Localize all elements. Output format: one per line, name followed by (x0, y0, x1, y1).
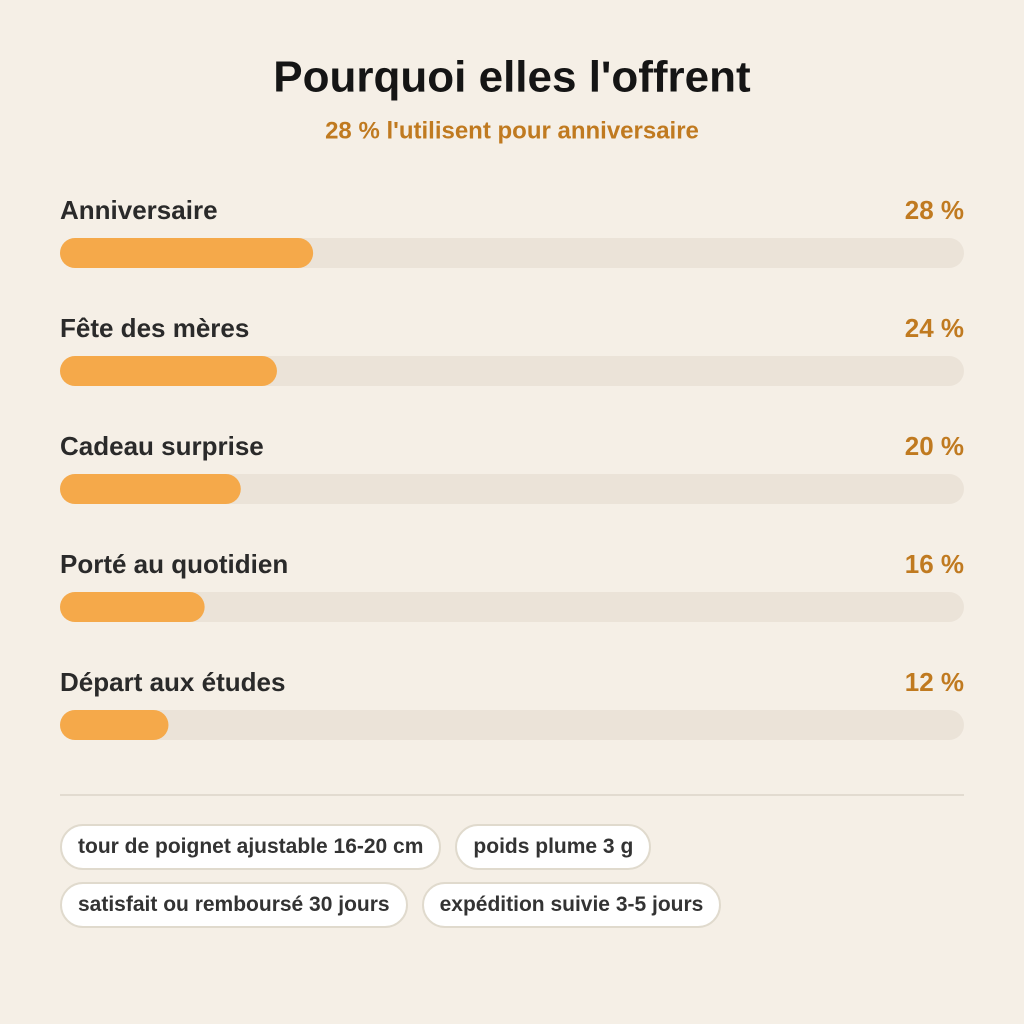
bar (60, 710, 169, 740)
chart: Pourquoi elles l'offrent 28 % l'utilisen… (60, 53, 964, 740)
tag: satisfait ou remboursé 30 jours (60, 882, 408, 928)
bar-track (60, 356, 964, 386)
bar (60, 474, 241, 504)
value-label: 12 % (905, 667, 964, 697)
value-label: 28 % (905, 195, 964, 225)
bar (60, 592, 205, 622)
tag-list: tour de poignet ajustable 16-20 cm poids … (60, 824, 964, 928)
bar-label: Départ aux études (60, 667, 285, 697)
bar-track (60, 710, 964, 740)
bar (60, 356, 277, 386)
tag: expédition suivie 3-5 jours (421, 882, 722, 928)
value-label: 24 % (905, 313, 964, 343)
chart-subtitle: 28 % l'utilisent pour anniversaire (325, 117, 699, 144)
bar-label: Anniversaire (60, 195, 218, 225)
bar-track (60, 474, 964, 504)
divider (60, 794, 964, 796)
bar-track (60, 592, 964, 622)
bar-label: Porté au quotidien (60, 549, 288, 579)
value-label: 20 % (905, 431, 964, 461)
tag: poids plume 3 g (455, 824, 652, 870)
chart-title: Pourquoi elles l'offrent (273, 53, 751, 102)
bar (60, 238, 314, 268)
bar-label: Cadeau surprise (60, 431, 264, 461)
value-label: 16 % (905, 549, 964, 579)
tag: tour de poignet ajustable 16-20 cm (60, 824, 442, 870)
bar-label: Fête des mères (60, 313, 249, 343)
